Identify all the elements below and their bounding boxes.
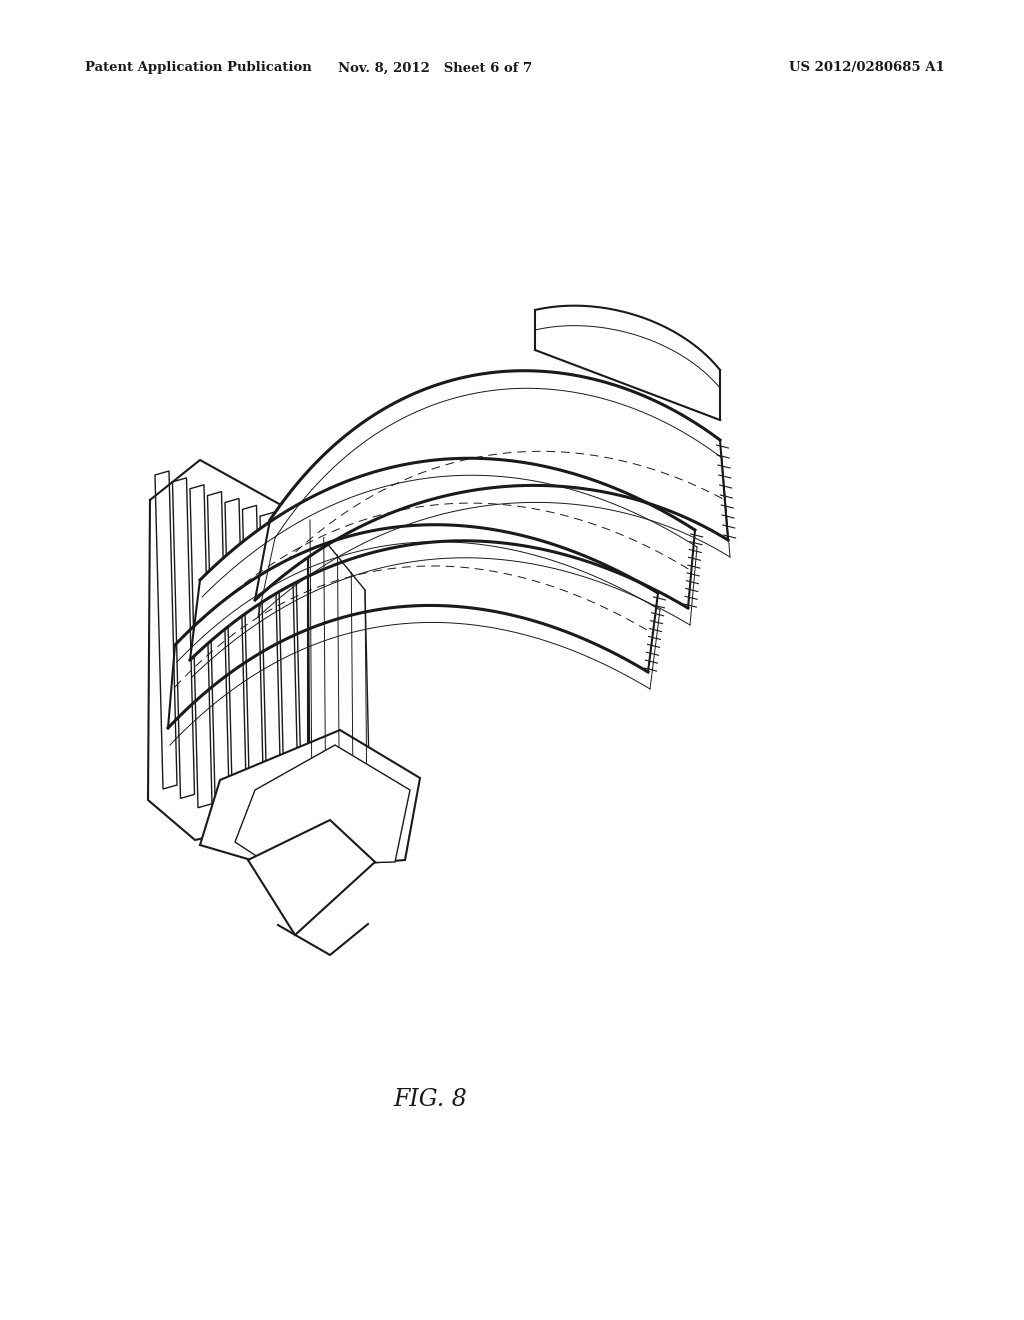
Text: FIG. 8: FIG. 8 xyxy=(393,1089,467,1111)
Polygon shape xyxy=(234,744,410,865)
Polygon shape xyxy=(148,459,308,840)
Text: Nov. 8, 2012   Sheet 6 of 7: Nov. 8, 2012 Sheet 6 of 7 xyxy=(338,62,532,74)
Polygon shape xyxy=(190,484,212,808)
Polygon shape xyxy=(225,499,247,826)
Polygon shape xyxy=(260,512,282,845)
Polygon shape xyxy=(278,519,299,854)
Polygon shape xyxy=(190,458,695,660)
Text: US 2012/0280685 A1: US 2012/0280685 A1 xyxy=(790,62,945,74)
Polygon shape xyxy=(243,506,264,836)
Polygon shape xyxy=(308,520,370,814)
Polygon shape xyxy=(248,820,375,935)
Polygon shape xyxy=(208,491,229,817)
Polygon shape xyxy=(535,306,720,420)
Polygon shape xyxy=(200,730,420,870)
Polygon shape xyxy=(172,478,195,799)
Polygon shape xyxy=(168,525,658,729)
Polygon shape xyxy=(295,525,317,865)
Polygon shape xyxy=(155,471,177,789)
Polygon shape xyxy=(255,371,728,601)
Text: Patent Application Publication: Patent Application Publication xyxy=(85,62,311,74)
